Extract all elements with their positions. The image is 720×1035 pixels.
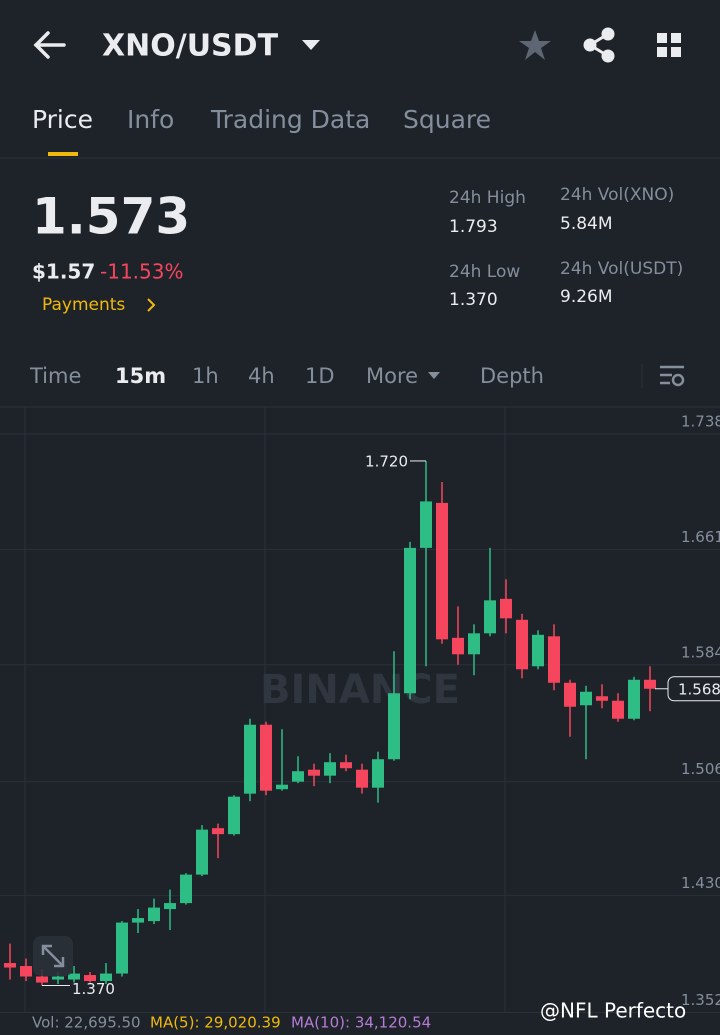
candle-body: [132, 918, 144, 923]
candle-body: [372, 759, 384, 788]
candle-body: [436, 502, 448, 640]
menu-icon[interactable]: [657, 33, 681, 57]
candle-body: [228, 796, 240, 835]
back-button[interactable]: [33, 31, 66, 59]
candle-body: [148, 907, 160, 922]
y-tick-label: 1.584: [681, 643, 720, 661]
y-tick-label: 1.661: [681, 528, 720, 546]
candle-body: [164, 903, 176, 910]
tab[interactable]: Trading Data: [210, 105, 370, 134]
interval-tab[interactable]: More: [366, 364, 418, 388]
candle-body: [580, 691, 592, 706]
expand-icon[interactable]: [33, 936, 73, 976]
candle-body: [276, 784, 288, 790]
annotation-label: 1.720: [365, 452, 408, 470]
last-price-label: 1.568: [678, 680, 720, 698]
credit-watermark: @NFL Perfecto: [540, 999, 686, 1023]
tab[interactable]: Info: [127, 105, 174, 134]
price-change: -11.53%: [100, 260, 183, 284]
tab[interactable]: Price: [32, 105, 93, 134]
candle-body: [68, 973, 80, 980]
candle-body: [644, 679, 656, 689]
stat-value: 5.84M: [560, 214, 613, 234]
y-tick-label: 1.352: [681, 991, 720, 1009]
interval-tab[interactable]: Time: [29, 364, 81, 388]
payments-link[interactable]: Payments: [42, 295, 125, 315]
y-tick-label: 1.506: [681, 760, 720, 778]
candle-body: [196, 829, 208, 875]
candle-body: [420, 501, 432, 548]
candle-body: [612, 700, 624, 719]
favorite-icon[interactable]: [519, 30, 551, 60]
candle-body: [260, 724, 272, 791]
watermark: BINANCE: [260, 667, 460, 713]
vertical-grid: [24, 407, 506, 1012]
stat-label: 24h Low: [449, 262, 520, 282]
pair-dropdown[interactable]: [302, 40, 320, 50]
tab[interactable]: Square: [403, 105, 491, 134]
volume-text: Vol: 22,695.50: [32, 1014, 141, 1032]
stat-value: 9.26M: [560, 287, 613, 307]
candle-body: [52, 976, 64, 980]
candle-body: [452, 637, 464, 655]
candle-body: [484, 600, 496, 634]
candle-body: [36, 976, 48, 983]
interval-tab[interactable]: 1D: [305, 364, 335, 388]
usd-price: $1.57: [32, 260, 95, 284]
candle-body: [340, 762, 352, 769]
interval-tab[interactable]: 4h: [248, 364, 275, 388]
last-price: 1.573: [32, 188, 190, 246]
chart-settings-icon[interactable]: [660, 365, 685, 387]
candle-body: [548, 636, 560, 683]
candle-body: [532, 634, 544, 667]
candle-body: [100, 973, 112, 982]
candle-body: [4, 963, 16, 968]
candle-body: [596, 696, 608, 701]
last-price-box: [667, 676, 720, 702]
stat-value: 1.370: [449, 290, 498, 310]
y-tick-label: 1.738: [681, 412, 720, 430]
active-tab-indicator: [48, 152, 78, 156]
stat-label: 24h Vol(XNO): [560, 185, 674, 205]
more-dropdown[interactable]: [428, 372, 440, 379]
candle-body: [388, 693, 400, 760]
candle-body: [292, 771, 304, 782]
candle-body: [564, 682, 576, 707]
candle-body: [212, 828, 224, 835]
share-icon[interactable]: [583, 27, 615, 63]
candle-body: [20, 966, 32, 977]
interval-tab[interactable]: 15m: [115, 364, 166, 388]
candle-body: [404, 547, 416, 694]
payments-chevron: [147, 298, 156, 312]
ma5-text: MA(5): 29,020.39: [150, 1014, 281, 1032]
candle-body: [308, 769, 320, 776]
annotation-label: 1.370: [72, 980, 115, 998]
candle-body: [324, 762, 336, 776]
interval-tab[interactable]: 1h: [192, 364, 219, 388]
pair-title[interactable]: XNO/USDT: [102, 29, 279, 64]
interval-tab[interactable]: Depth: [480, 364, 544, 388]
candle-body: [244, 724, 256, 794]
stat-label: 24h Vol(USDT): [560, 259, 683, 279]
candle-body: [84, 975, 96, 982]
candle-body: [500, 598, 512, 619]
candle-body: [356, 769, 368, 788]
stat-value: 1.793: [449, 217, 498, 237]
candle-body: [116, 922, 128, 974]
candlestick-chart: 1.738 1.661 1.584 1.506 1.430 1.352 1.720 1.370…: [0, 412, 720, 1014]
candle-body: [516, 619, 528, 670]
candle-body: [628, 679, 640, 719]
candle-body: [468, 633, 480, 655]
ma10-text: MA(10): 34,120.54: [291, 1014, 431, 1032]
y-tick-label: 1.430: [681, 874, 720, 892]
stat-label: 24h High: [449, 188, 526, 208]
candle-body: [180, 874, 192, 904]
